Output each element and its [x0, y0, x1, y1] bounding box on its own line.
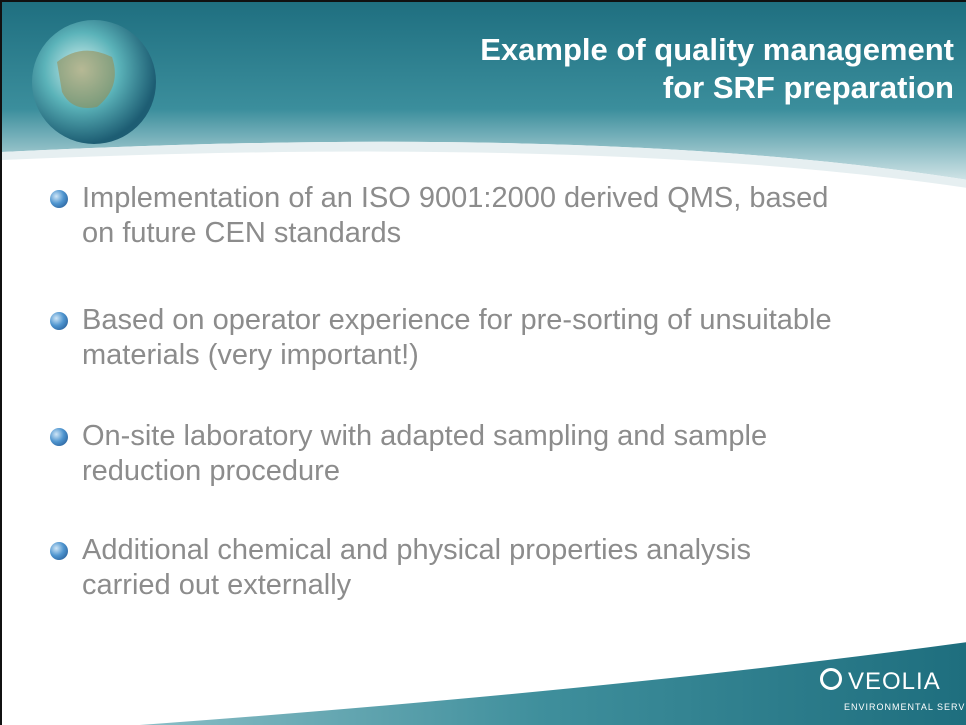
bullet-text: materials (very important!)	[82, 337, 419, 373]
bullet-text: Additional chemical and physical propert…	[82, 532, 751, 568]
logo-tagline: ENVIRONMENTAL SERVICES	[844, 702, 966, 712]
title-line: for SRF preparation	[663, 70, 954, 106]
logo-mark	[820, 668, 842, 690]
bullet-icon	[50, 542, 68, 560]
bullet-text: reduction procedure	[82, 453, 340, 489]
bullet-icon	[50, 428, 68, 446]
title-line: Example of quality management	[480, 32, 954, 68]
bullet-text: Implementation of an ISO 9001:2000 deriv…	[82, 180, 828, 216]
bullet-icon	[50, 190, 68, 208]
slide: Example of quality management for SRF pr…	[0, 0, 966, 725]
bullet-text: Based on operator experience for pre-sor…	[82, 302, 832, 338]
bullet-icon	[50, 312, 68, 330]
bullet-text: carried out externally	[82, 567, 351, 603]
bullet-text: On-site laboratory with adapted sampling…	[82, 418, 767, 454]
logo-name: VEOLIA	[848, 668, 941, 696]
bullet-text: on future CEN standards	[82, 215, 401, 251]
